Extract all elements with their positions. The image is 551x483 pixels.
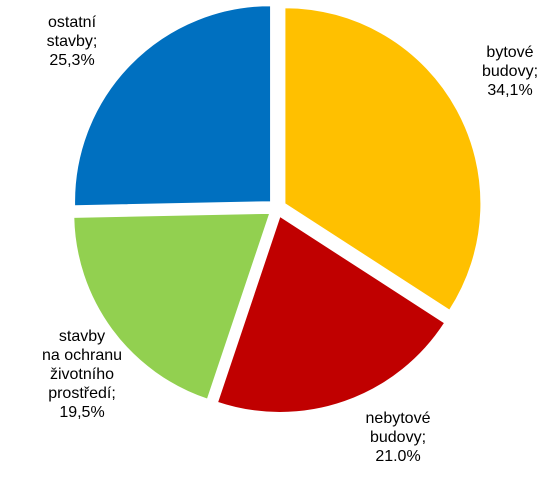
slice-label-1: nebytové budovy; 21.0%: [366, 410, 431, 465]
pie-slice-3: [74, 5, 272, 207]
slice-label-line: ostatní: [48, 14, 97, 31]
pie-slice-0: [284, 7, 482, 311]
slice-label-line: stavby;: [47, 33, 98, 50]
slice-label-line: stavby: [59, 328, 105, 345]
slice-label-line: životního: [50, 366, 114, 383]
slice-label-line: prostředí;: [48, 385, 116, 402]
slice-label-line: budovy;: [482, 63, 538, 80]
pie-slice-2: [73, 212, 271, 400]
slice-label-line: 25,3%: [49, 52, 94, 69]
slice-label-2: stavby na ochranu životního prostředí; 19,5%: [42, 328, 122, 421]
slice-label-line: nebytové: [366, 410, 431, 427]
slice-label-line: 19,5%: [59, 404, 104, 421]
slice-label-0: bytové budovy; 34,1%: [482, 44, 538, 99]
pie-labels: bytové budovy; 34,1% nebytové budovy; 21.0% st…: [42, 14, 538, 465]
pie-slices: [73, 5, 482, 413]
pie-slice-1: [216, 215, 446, 413]
slice-label-line: 21.0%: [375, 448, 420, 465]
slice-label-line: 34,1%: [487, 82, 532, 99]
slice-label-line: bytové: [486, 44, 533, 61]
slice-label-line: budovy;: [370, 429, 426, 446]
slice-label-line: na ochranu: [42, 347, 122, 364]
slice-label-3: ostatní stavby; 25,3%: [47, 14, 98, 69]
